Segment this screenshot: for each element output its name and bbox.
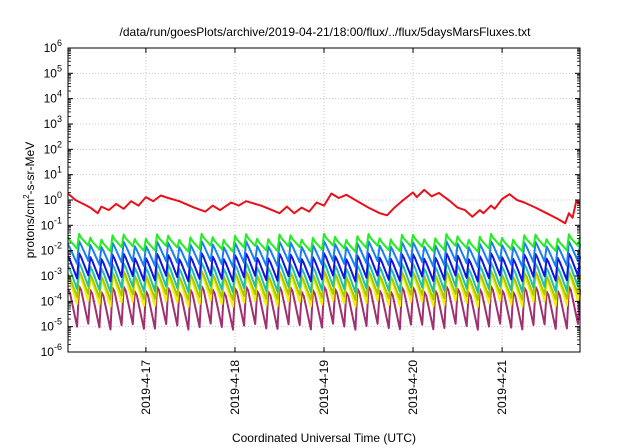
chart-title: /data/run/goesPlots/archive/2019-04-21/1… <box>120 25 532 39</box>
y-tick-label: 100 <box>44 190 62 207</box>
series-line <box>67 232 581 253</box>
y-tick-label: 10-6 <box>41 342 62 359</box>
y-axis-label: protons/cm2-s-sr-MeV <box>22 142 37 258</box>
x-tick-label: 2019-4-17 <box>139 360 153 415</box>
y-tick-label: 10-5 <box>41 317 62 334</box>
y-tick-label: 105 <box>44 63 62 80</box>
series-line <box>67 188 581 225</box>
y-tick-label: 103 <box>44 114 62 131</box>
series-line <box>67 252 581 283</box>
y-tick-label: 10-3 <box>41 266 62 283</box>
x-tick-label: 2019-4-21 <box>495 360 509 415</box>
x-axis-label: Coordinated Universal Time (UTC) <box>232 431 416 445</box>
y-tick-label: 106 <box>44 38 62 55</box>
x-tick-label: 2019-4-20 <box>406 360 420 415</box>
x-tick-label: 2019-4-19 <box>317 360 331 415</box>
x-axis: 2019-4-17 2019-4-18 2019-4-19 2019-4-20 2019… <box>139 48 509 415</box>
y-tick-label: 10-1 <box>41 215 62 232</box>
series-lines <box>67 188 581 331</box>
y-tick-label: 104 <box>44 89 62 106</box>
y-tick-label: 102 <box>44 139 62 156</box>
y-tick-label: 10-2 <box>41 241 62 258</box>
y-axis: 10-6 10-5 10-4 10-3 10-2 10-1 100 101 102 103 104 1… <box>41 38 580 359</box>
y-tick-label: 101 <box>44 165 62 182</box>
y-tick-label: 10-4 <box>41 291 62 308</box>
x-tick-label: 2019-4-18 <box>228 360 242 415</box>
